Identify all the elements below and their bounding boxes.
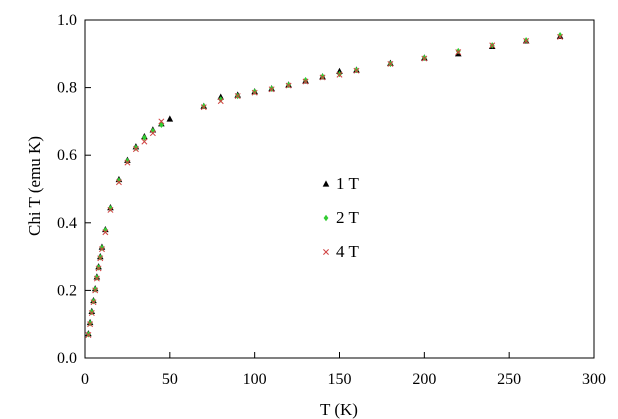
x-axis-title: T (K) — [320, 400, 358, 419]
data-point — [92, 287, 99, 294]
x-tick-label: 0 — [81, 371, 89, 388]
data-point — [141, 134, 147, 141]
legend-label: 2 T — [336, 208, 359, 227]
data-point — [421, 55, 428, 62]
legend-label: 1 T — [336, 174, 359, 193]
data-point — [166, 115, 174, 122]
data-point — [97, 255, 104, 262]
data-point — [387, 60, 394, 67]
data-point — [268, 86, 275, 93]
data-point — [251, 89, 258, 96]
data-point — [320, 73, 325, 80]
data-point — [285, 82, 292, 89]
data-point — [125, 157, 130, 165]
y-tick-label: 0.2 — [57, 282, 77, 299]
data-point — [107, 207, 114, 213]
data-point — [217, 98, 224, 105]
legend: 1 T 2 T 4 T — [322, 174, 359, 261]
data-point — [85, 332, 92, 338]
x-tick-label: 300 — [582, 371, 606, 388]
data-point — [455, 49, 462, 56]
data-point — [90, 299, 97, 306]
data-point — [353, 67, 360, 74]
y-tick-label: 0.0 — [57, 350, 77, 367]
legend-marker — [323, 249, 329, 255]
data-point — [124, 159, 131, 166]
y-tick-label: 0.8 — [57, 80, 77, 97]
legend-marker — [322, 180, 330, 187]
data-point — [87, 321, 94, 328]
x-tick-label: 200 — [412, 371, 436, 388]
data-point — [115, 179, 122, 186]
data-point — [141, 138, 148, 145]
y-tick-label: 0.6 — [57, 147, 77, 164]
data-point — [116, 177, 122, 184]
x-tick-label: 250 — [497, 371, 521, 388]
data-point — [92, 286, 98, 293]
data-point — [455, 47, 461, 55]
data-point — [99, 246, 105, 253]
series-3 — [85, 33, 564, 338]
data-point — [108, 205, 113, 212]
data-point — [489, 42, 496, 49]
data-point — [234, 93, 241, 100]
y-tick-label: 1.0 — [57, 12, 77, 29]
data-point — [158, 118, 165, 125]
y-tick-label: 0.4 — [57, 215, 77, 232]
data-point — [102, 229, 109, 236]
data-point — [149, 130, 156, 137]
data-point — [557, 32, 563, 39]
data-point — [88, 310, 95, 316]
data-point — [200, 104, 207, 111]
data-point — [133, 144, 139, 151]
data-point — [557, 33, 564, 40]
data-point — [93, 275, 100, 282]
data-point — [132, 146, 139, 153]
data-point — [303, 76, 308, 84]
y-axis-title: Chi T (emu K) — [25, 136, 44, 236]
legend-marker — [323, 214, 329, 222]
data-point — [95, 265, 102, 272]
data-point — [102, 227, 108, 234]
data-point — [336, 71, 343, 78]
x-tick-label: 100 — [243, 371, 267, 388]
x-tick-label: 50 — [162, 371, 178, 388]
data-point — [99, 244, 105, 252]
data-point — [218, 96, 224, 103]
data-point — [302, 78, 309, 85]
legend-label: 4 T — [336, 242, 359, 261]
data-point — [523, 38, 530, 44]
data-point — [319, 74, 326, 81]
x-tick-label: 150 — [328, 371, 352, 388]
